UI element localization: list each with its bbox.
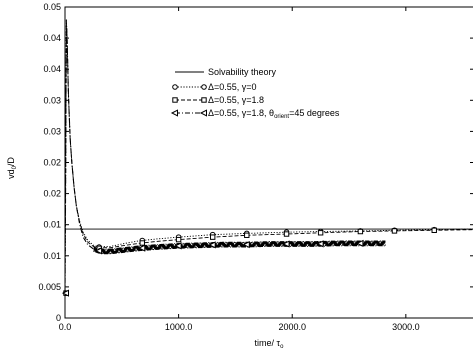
y-tick-label: 0.03 [43,126,61,136]
x-tick-label: 2000.0 [278,322,306,332]
x-tick-label: 3000.0 [392,322,420,332]
series-marker [199,109,207,117]
series-marker [94,247,103,255]
y-tick-label: 0.04 [43,64,61,74]
series-marker [139,240,145,246]
series-line [64,19,473,294]
series-2 [63,19,473,296]
series-marker [138,244,146,252]
x-tick-label: 0.0 [59,322,72,332]
series-marker [283,231,290,237]
x-tick-label: 1000.0 [165,322,193,332]
legend-label: Δ=0.55, γ=0 [208,82,257,92]
y-tick-label: 0.05 [43,2,61,12]
series-marker [431,227,437,233]
y-tick-label: 0.02 [43,189,61,199]
series-marker [244,232,250,238]
legend-label: Δ=0.55, γ=1.8 [208,95,264,105]
series-marker [61,289,69,297]
series-marker [242,240,250,249]
series-marker [172,84,178,90]
series-marker [316,240,324,248]
series-marker [282,240,290,248]
series-marker [175,236,182,243]
y-tick-labels: 0 0.005 0.01 0.01 0.02 0.02 0.03 0.03 0.04 0.04 0.… [38,2,61,323]
axis-ticks [64,6,473,319]
series-marker [174,242,182,250]
legend-label: Solvability theory [208,67,277,77]
y-tick-label: 0.01 [43,220,61,230]
y-tick-label: 0.01 [43,251,61,261]
y-tick-label: 0.04 [43,33,61,43]
y-tick-label: 0.02 [43,158,61,168]
legend-entry: Solvability theory [175,67,277,77]
y-tick-label: 0 [56,313,61,323]
series-4 [61,25,386,297]
legend-label: Δ=0.55, γ=1.8, θorient=45 degrees [208,108,340,120]
series-marker [357,228,364,235]
y-axis-label-main: vd [6,169,16,179]
legend-entry: Δ=0.55, γ=1.8 [172,95,264,105]
series-marker [170,109,178,117]
x-axis-label-main: time/ τ [255,338,281,348]
series-marker [317,230,324,236]
series-layer [61,19,473,297]
y-axis-label-sub: 0 [12,165,18,169]
series-marker [209,234,216,240]
series-marker [172,97,178,103]
series-line [64,25,386,294]
y-tick-label: 0.03 [43,95,61,105]
legend: Solvability theory Δ=0.55, γ=0 Δ=0.55, γ=1… [170,67,340,120]
series-line [64,19,473,294]
y-axis-label: vd0/D [6,157,18,179]
x-axis-label-sub: o [280,344,284,350]
series-marker [201,97,207,103]
series-marker [201,84,207,90]
legend-entry: Δ=0.55, γ=1.8, θorient=45 degrees [170,108,340,120]
series-marker [208,241,216,249]
y-axis-label-tail: /D [6,157,16,167]
x-tick-labels: 0.0 1000.0 2000.0 3000.0 [59,322,420,332]
y-tick-label: 0.005 [38,282,61,292]
legend-entry: Δ=0.55, γ=0 [172,82,257,92]
x-axis-label: time/ τo [255,338,285,350]
series-marker [391,228,398,234]
series-marker [356,239,364,247]
series-3 [63,19,473,296]
plot-frame [64,6,473,319]
